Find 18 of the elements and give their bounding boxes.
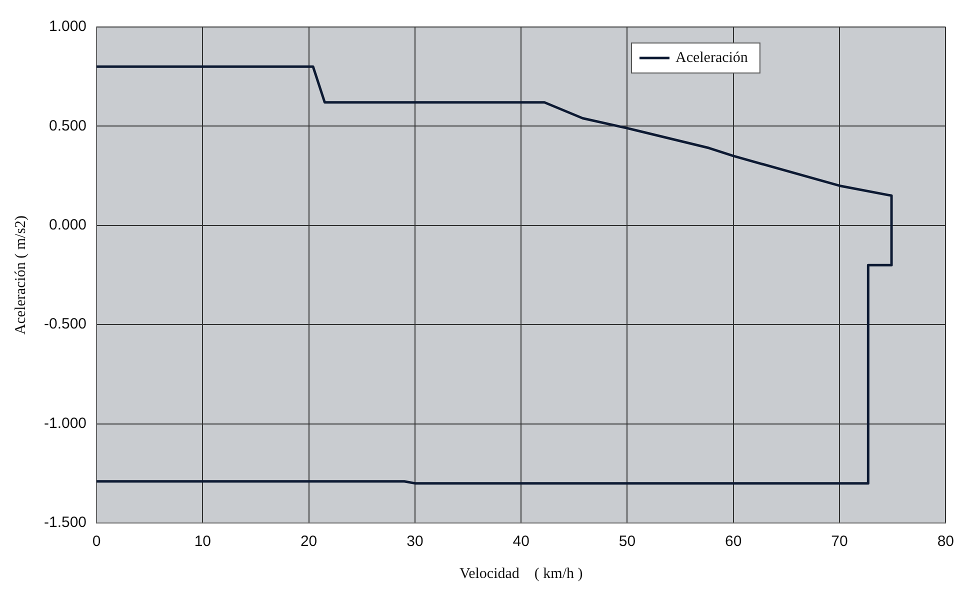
y-tick-label: -0.500 bbox=[44, 316, 87, 333]
x-tick-label: 10 bbox=[194, 533, 212, 550]
y-tick-label: -1.000 bbox=[44, 414, 87, 432]
y-tick-label: 0.500 bbox=[48, 117, 87, 134]
x-tick-label: 60 bbox=[725, 533, 742, 550]
y-tick-label: 0.000 bbox=[48, 216, 87, 234]
x-tick-label: 40 bbox=[512, 533, 530, 550]
legend-label: Aceleración bbox=[675, 50, 748, 66]
x-axis-title: Velocidad ( km/h ) bbox=[459, 566, 583, 582]
y-axis-title: Aceleración ( m/s2) bbox=[12, 215, 29, 335]
x-tick-label: 50 bbox=[618, 533, 636, 550]
y-tick-label: 1.000 bbox=[48, 18, 87, 36]
x-tick-label: 80 bbox=[937, 533, 954, 550]
x-tick-label: 0 bbox=[92, 533, 101, 550]
x-tick-label: 20 bbox=[300, 533, 318, 550]
x-tick-label: 70 bbox=[831, 533, 848, 550]
x-tick-label: 30 bbox=[406, 533, 424, 550]
y-tick-label: -1.500 bbox=[44, 514, 87, 532]
